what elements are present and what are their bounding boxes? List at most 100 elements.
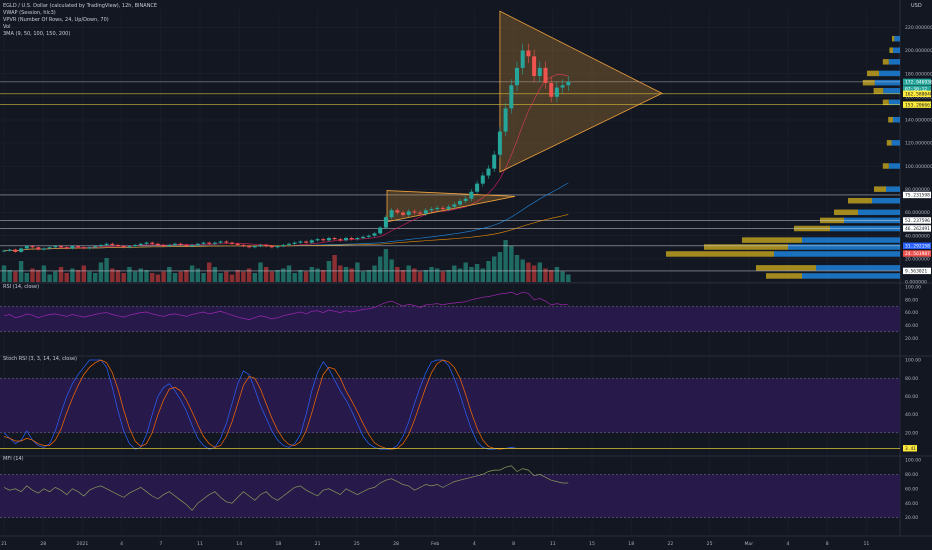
volume-bar	[64, 273, 69, 282]
volume-bar	[36, 270, 41, 282]
candle-body	[110, 243, 115, 245]
candle-body	[178, 243, 183, 245]
volume-bar	[566, 274, 571, 282]
symbol-title[interactable]: EGLD / U.S. Dollar (calculated by Tradin…	[3, 3, 158, 9]
stoch-rsi-label[interactable]: Stoch RSI (3, 3, 14, 14, close)	[3, 356, 77, 362]
volume-bar	[406, 265, 411, 282]
volume-bar	[127, 267, 132, 282]
candle-body	[452, 204, 457, 207]
candle-body	[275, 246, 280, 248]
oscillator-tick-label: 60.00	[905, 486, 918, 492]
volume-bar	[343, 267, 349, 282]
oscillator-tick-label: 100.00	[905, 458, 921, 464]
candle-body	[247, 246, 252, 248]
volume-bar	[75, 270, 81, 282]
volume-bar	[549, 270, 554, 282]
candle-body	[560, 85, 565, 88]
chart-legend[interactable]: EGLD / U.S. Dollar (calculated by Tradin…	[3, 3, 157, 38]
candle-body	[24, 246, 29, 249]
oscillator-tick-label: 80.00	[905, 472, 918, 478]
volume-bar	[184, 270, 189, 282]
vp-up-bar	[894, 35, 900, 42]
time-tick-label: 8	[512, 541, 515, 547]
study-vpvr[interactable]: VPVR (Number Of Rows, 24, Up/Down, 70)	[3, 17, 109, 23]
candle-body	[503, 108, 508, 132]
price-pane[interactable]	[0, 10, 900, 282]
vp-up-bar	[872, 197, 900, 204]
time-tick-label: 8	[826, 541, 829, 547]
volume-bar	[378, 256, 383, 282]
study-3ma[interactable]: 3MA (9, 50, 100, 150, 200)	[3, 31, 71, 37]
volume-bar	[7, 270, 12, 282]
volume-bar	[497, 252, 503, 282]
candle-body	[378, 227, 383, 234]
mfi-pane[interactable]	[0, 465, 900, 518]
price-tag-label: 75.231598	[905, 193, 930, 199]
study-vwap[interactable]: VWAP (Session, hlc3)	[3, 10, 56, 16]
vp-down-bar	[874, 186, 886, 192]
candle-body	[401, 212, 405, 215]
volume-bar	[47, 274, 52, 282]
candle-body	[469, 191, 474, 199]
volume-bar	[246, 268, 252, 282]
candle-body	[133, 244, 138, 247]
vp-up-bar	[888, 99, 900, 106]
price-tag-label: 24.561987	[905, 251, 930, 257]
price-tick-label: 100.000000	[905, 164, 932, 170]
price-tag-box	[903, 101, 931, 108]
rsi-pane[interactable]	[0, 291, 900, 333]
stoch-last-label: 3.41	[905, 446, 916, 452]
oscillator-tick-label: 20.00	[905, 336, 918, 342]
candle-body	[76, 246, 81, 248]
volume-bar	[172, 273, 178, 282]
price-tag-box	[903, 250, 931, 257]
candle-body	[372, 233, 377, 236]
price-tag: 46.262491	[903, 225, 931, 232]
candle-body	[224, 241, 229, 243]
volume-bar	[258, 262, 263, 282]
time-tick-label: 22	[667, 541, 673, 547]
stoch-last-box	[903, 445, 917, 452]
oscillator-tick-label: 80.00	[905, 297, 918, 303]
volume-bar	[195, 268, 200, 282]
volume-bar	[167, 267, 172, 282]
vp-up-bar	[883, 88, 900, 94]
candle-body	[36, 247, 41, 250]
volume-bar	[423, 270, 428, 282]
price-tag-box	[903, 78, 931, 86]
rsi-label[interactable]: RSI (14, close)	[3, 284, 40, 290]
candle-body	[458, 200, 462, 205]
candle-body	[349, 238, 354, 240]
candle-body	[212, 242, 217, 244]
volume-bar	[150, 273, 155, 282]
vp-down-bar	[766, 273, 802, 279]
candle-body	[412, 211, 417, 213]
volume-bar	[452, 265, 457, 282]
vp-down-bar	[862, 79, 875, 86]
price-tag: 162.580048	[903, 90, 932, 97]
candle-body	[184, 244, 189, 247]
time-tick-label: 7	[159, 541, 162, 547]
volume-bar	[537, 262, 542, 282]
study-vol[interactable]: Vol	[3, 24, 11, 30]
candle-body	[30, 246, 35, 248]
candle-body	[127, 246, 132, 248]
candle-body	[155, 243, 160, 245]
candle-body	[383, 217, 388, 228]
volume-bar	[1, 265, 7, 282]
candle-body	[59, 246, 63, 248]
price-tick-label: 20.000000	[905, 256, 930, 262]
volume-bar	[526, 262, 531, 282]
stoch-rsi-pane[interactable]	[0, 359, 900, 450]
oscillator-tick-label: 60.00	[905, 310, 918, 316]
volume-bar	[480, 268, 485, 282]
candle-body	[218, 241, 223, 243]
candle-body	[520, 50, 525, 68]
price-tag-label: 31.292158	[905, 243, 930, 249]
mfi-label[interactable]: MFI (14)	[3, 456, 24, 462]
time-tick-label: 15	[589, 541, 595, 547]
candle-body	[515, 67, 519, 86]
moving-average-line	[3, 214, 569, 252]
volume-bar	[332, 255, 337, 282]
candle-body	[332, 238, 337, 240]
